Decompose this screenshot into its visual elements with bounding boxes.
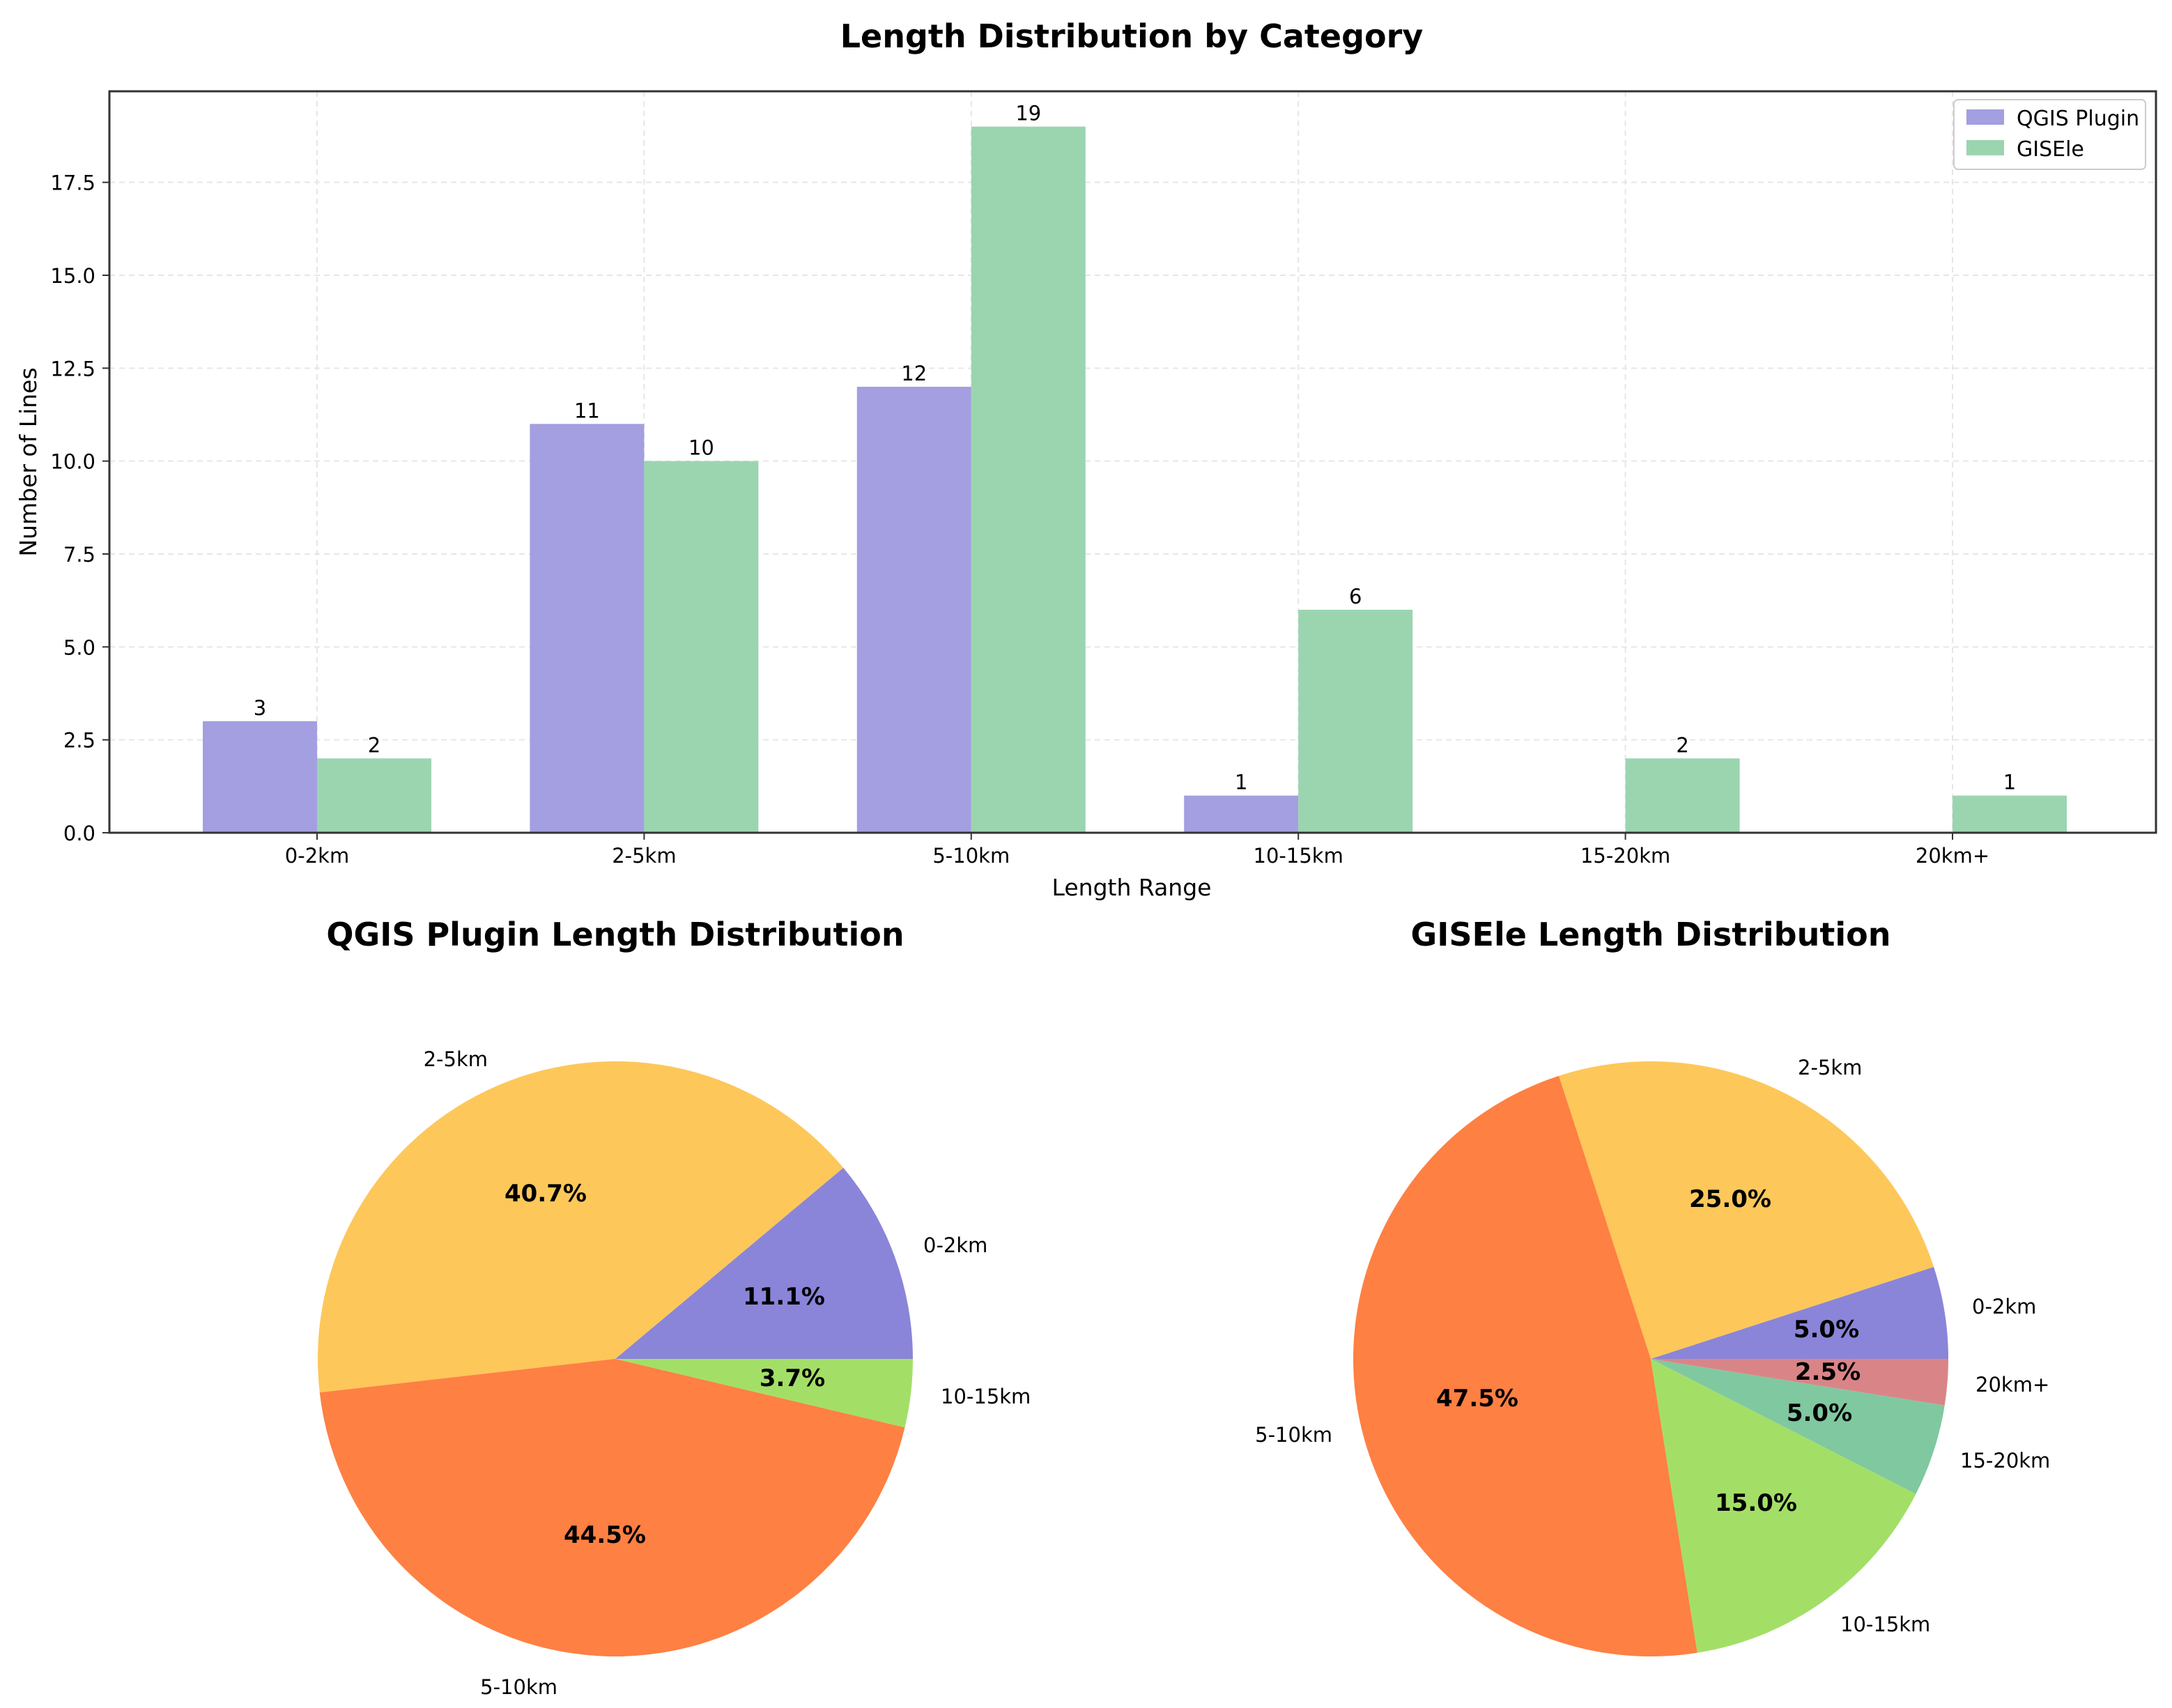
pie-pct-label: 40.7% xyxy=(505,1180,587,1208)
x-tick-label-5-10km: 5-10km xyxy=(932,844,1010,868)
qgis-pie-title: QGIS Plugin Length Distribution xyxy=(326,916,904,953)
pie-pct-label: 47.5% xyxy=(1436,1385,1518,1413)
y-tick-label: 2.5 xyxy=(63,729,95,753)
qgis-pie-chart: QGIS Plugin Length Distribution 11.1% 0-2… xyxy=(318,916,1031,1699)
qgis-pie-slices xyxy=(318,1061,913,1656)
pie-category-label: 2-5km xyxy=(1798,1056,1862,1079)
bar-gisele-0-2km xyxy=(317,758,431,833)
x-axis-label: Length Range xyxy=(1052,874,1212,901)
bar-value-label: 10 xyxy=(688,436,714,460)
gisele-pie-chart: GISEle Length Distribution 5.0% 0-2km 25.0… xyxy=(1255,916,2050,1656)
pie-slice-0-2km xyxy=(1651,1267,1948,1359)
pie-category-label: 0-2km xyxy=(1972,1295,2036,1318)
bar-grid xyxy=(109,91,2156,833)
bar-value-label: 2 xyxy=(368,733,380,757)
pie-slice-20km xyxy=(1651,1359,1948,1406)
pie-category-label: 15-20km xyxy=(1960,1449,2050,1472)
pie-pct-label: 3.7% xyxy=(760,1364,825,1392)
pie-category-label: 2-5km xyxy=(424,1047,488,1071)
pie-slice-10-15km xyxy=(1651,1359,1916,1653)
y-tick-label: 5.0 xyxy=(63,636,95,659)
bar-gisele-20km xyxy=(1953,795,2067,833)
x-axis: 0-2km 2-5km 5-10km 10-15km 15-20km 20km+ xyxy=(285,833,1989,868)
y-tick-label: 10.0 xyxy=(50,450,95,474)
pie-slice-15-20km xyxy=(1651,1359,1945,1494)
y-tick-label: 7.5 xyxy=(63,543,95,567)
legend-swatch-gisele xyxy=(1966,140,2004,155)
x-tick-label-2-5km: 2-5km xyxy=(612,844,676,868)
pie-slice-10-15km xyxy=(615,1359,913,1428)
bar-value-label: 19 xyxy=(1015,102,1041,125)
bar-value-label: 6 xyxy=(1349,585,1362,608)
pie-slice-2-5km xyxy=(1559,1061,1934,1359)
pie-slice-5-10km xyxy=(319,1359,905,1656)
bar-value-label: 3 xyxy=(254,696,266,720)
legend-swatch-qgis xyxy=(1966,109,2004,125)
bar-chart: Length Distribution by Category 31112121… xyxy=(15,17,2157,901)
pie-pct-label: 5.0% xyxy=(1787,1399,1852,1427)
pie-pct-label: 5.0% xyxy=(1794,1316,1859,1344)
x-tick-label-20km: 20km+ xyxy=(1916,844,1989,868)
bar-value-label: 12 xyxy=(901,362,927,385)
bar-value-label: 1 xyxy=(2003,771,2016,794)
bar-gisele-10-15km xyxy=(1298,610,1413,833)
pie-pct-label: 25.0% xyxy=(1689,1185,1771,1213)
pie-category-label: 10-15km xyxy=(1840,1613,1930,1636)
pie-slice-5-10km xyxy=(1353,1075,1697,1656)
legend: QGIS Plugin GISEle xyxy=(1953,99,2146,170)
pie-category-label: 10-15km xyxy=(941,1385,1031,1408)
y-axis-label: Number of Lines xyxy=(15,367,42,556)
legend-label-qgis: QGIS Plugin xyxy=(2017,107,2139,131)
bar-gisele-15-20km xyxy=(1625,758,1740,833)
bar-value-label: 1 xyxy=(1235,771,1247,794)
pie-pct-label: 15.0% xyxy=(1715,1489,1797,1517)
pie-pct-label: 11.1% xyxy=(743,1283,825,1311)
bar-qgis-plugin-5-10km xyxy=(856,387,971,833)
y-tick-label: 17.5 xyxy=(50,171,95,195)
bar-value-label: 2 xyxy=(1676,733,1688,757)
plot-frame xyxy=(108,90,2157,834)
bar-qgis-plugin-0-2km xyxy=(203,721,317,833)
pie-slice-2-5km xyxy=(318,1061,844,1393)
bar-bars xyxy=(203,126,2067,833)
pie-pct-label: 2.5% xyxy=(1795,1358,1861,1386)
y-tick-label: 15.0 xyxy=(50,264,95,288)
bar-qgis-plugin-2-5km xyxy=(530,424,645,833)
pie-category-label: 20km+ xyxy=(1975,1373,2049,1397)
x-tick-label-15-20km: 15-20km xyxy=(1580,844,1670,868)
pie-category-label: 5-10km xyxy=(480,1675,557,1699)
x-tick-label-0-2km: 0-2km xyxy=(285,844,349,868)
gisele-pie-slices xyxy=(1353,1061,1948,1656)
gisele-pie-labels: 5.0% 0-2km 25.0% 2-5km 47.5% 5-10km 15.0% 10-15… xyxy=(1255,1056,2050,1636)
y-tick-label: 12.5 xyxy=(50,357,95,380)
x-tick-label-10-15km: 10-15km xyxy=(1254,844,1343,868)
bar-value-label: 11 xyxy=(574,399,600,422)
bar-qgis-plugin-10-15km xyxy=(1184,795,1299,833)
bar-gisele-5-10km xyxy=(971,126,1086,833)
y-axis: 0.0 2.5 5.0 7.5 10.0 12.5 15.0 17.5 xyxy=(50,171,109,845)
legend-label-gisele: GISEle xyxy=(2017,137,2084,162)
qgis-pie-labels: 11.1% 0-2km 40.7% 2-5km 44.5% 5-10km 3.7% 10-15… xyxy=(424,1047,1031,1699)
pie-category-label: 5-10km xyxy=(1255,1423,1332,1447)
pie-pct-label: 44.5% xyxy=(564,1521,646,1549)
pie-slice-0-2km xyxy=(615,1167,913,1359)
gisele-pie-title: GISEle Length Distribution xyxy=(1411,916,1891,953)
bar-gisele-2-5km xyxy=(644,461,759,833)
pie-category-label: 0-2km xyxy=(923,1233,987,1257)
bar-chart-title: Length Distribution by Category xyxy=(840,17,1424,55)
y-tick-label: 0.0 xyxy=(63,822,95,845)
